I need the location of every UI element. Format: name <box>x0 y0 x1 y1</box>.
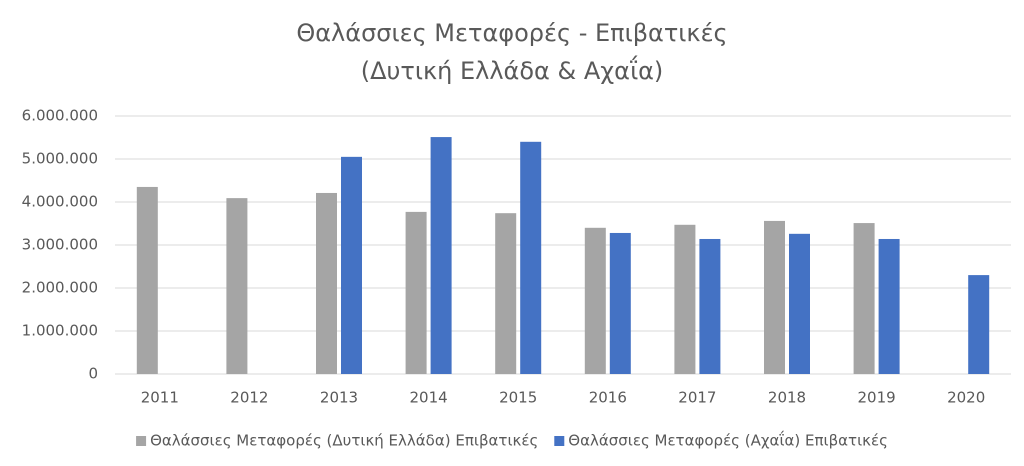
bar <box>853 223 875 374</box>
y-tick-label: 3.000.000 <box>22 236 98 254</box>
bar <box>430 137 452 374</box>
chart-subtitle: (Δυτική Ελλάδα & Αχαΐα) <box>361 54 664 85</box>
bar <box>495 213 517 374</box>
bar <box>609 232 631 374</box>
bar <box>878 238 900 374</box>
x-tick-label: 2018 <box>768 389 806 407</box>
bar <box>764 220 785 374</box>
x-tick-label: 2015 <box>499 389 537 407</box>
bar <box>341 156 362 374</box>
y-tick-label: 5.000.000 <box>22 150 98 168</box>
x-tick-label: 2014 <box>410 389 448 407</box>
bar <box>136 186 158 374</box>
legend-swatch <box>136 436 147 446</box>
bar <box>789 233 810 374</box>
x-tick-label: 2013 <box>320 389 358 407</box>
chart-title: Θαλάσσιες Μεταφορές - Επιβατικές <box>296 19 727 47</box>
legend-swatch <box>554 436 565 446</box>
x-tick-label: 2011 <box>141 389 179 407</box>
bar <box>674 224 696 374</box>
legend-label: Θαλάσσιες Μεταφορές (Αχαΐα) Επιβατικές <box>568 430 888 450</box>
x-tick-label: 2020 <box>947 389 985 407</box>
bar <box>405 211 427 374</box>
bar <box>226 198 248 374</box>
bar <box>584 227 606 374</box>
x-tick-label: 2019 <box>858 389 896 407</box>
x-tick-label: 2016 <box>589 389 627 407</box>
y-tick-label: 6.000.000 <box>22 107 98 125</box>
y-tick-label: 0 <box>88 365 98 383</box>
x-tick-label: 2012 <box>230 389 268 407</box>
y-tick-label: 2.000.000 <box>22 279 98 297</box>
x-tick-label: 2017 <box>678 389 716 407</box>
y-tick-label: 1.000.000 <box>22 322 98 340</box>
y-tick-label: 4.000.000 <box>22 193 98 211</box>
bar <box>520 141 542 374</box>
bar <box>316 192 337 374</box>
legend-label: Θαλάσσιες Μεταφορές (Δυτική Ελλάδα) Επιβ… <box>150 432 538 450</box>
bar <box>968 275 990 374</box>
bar <box>699 238 721 374</box>
